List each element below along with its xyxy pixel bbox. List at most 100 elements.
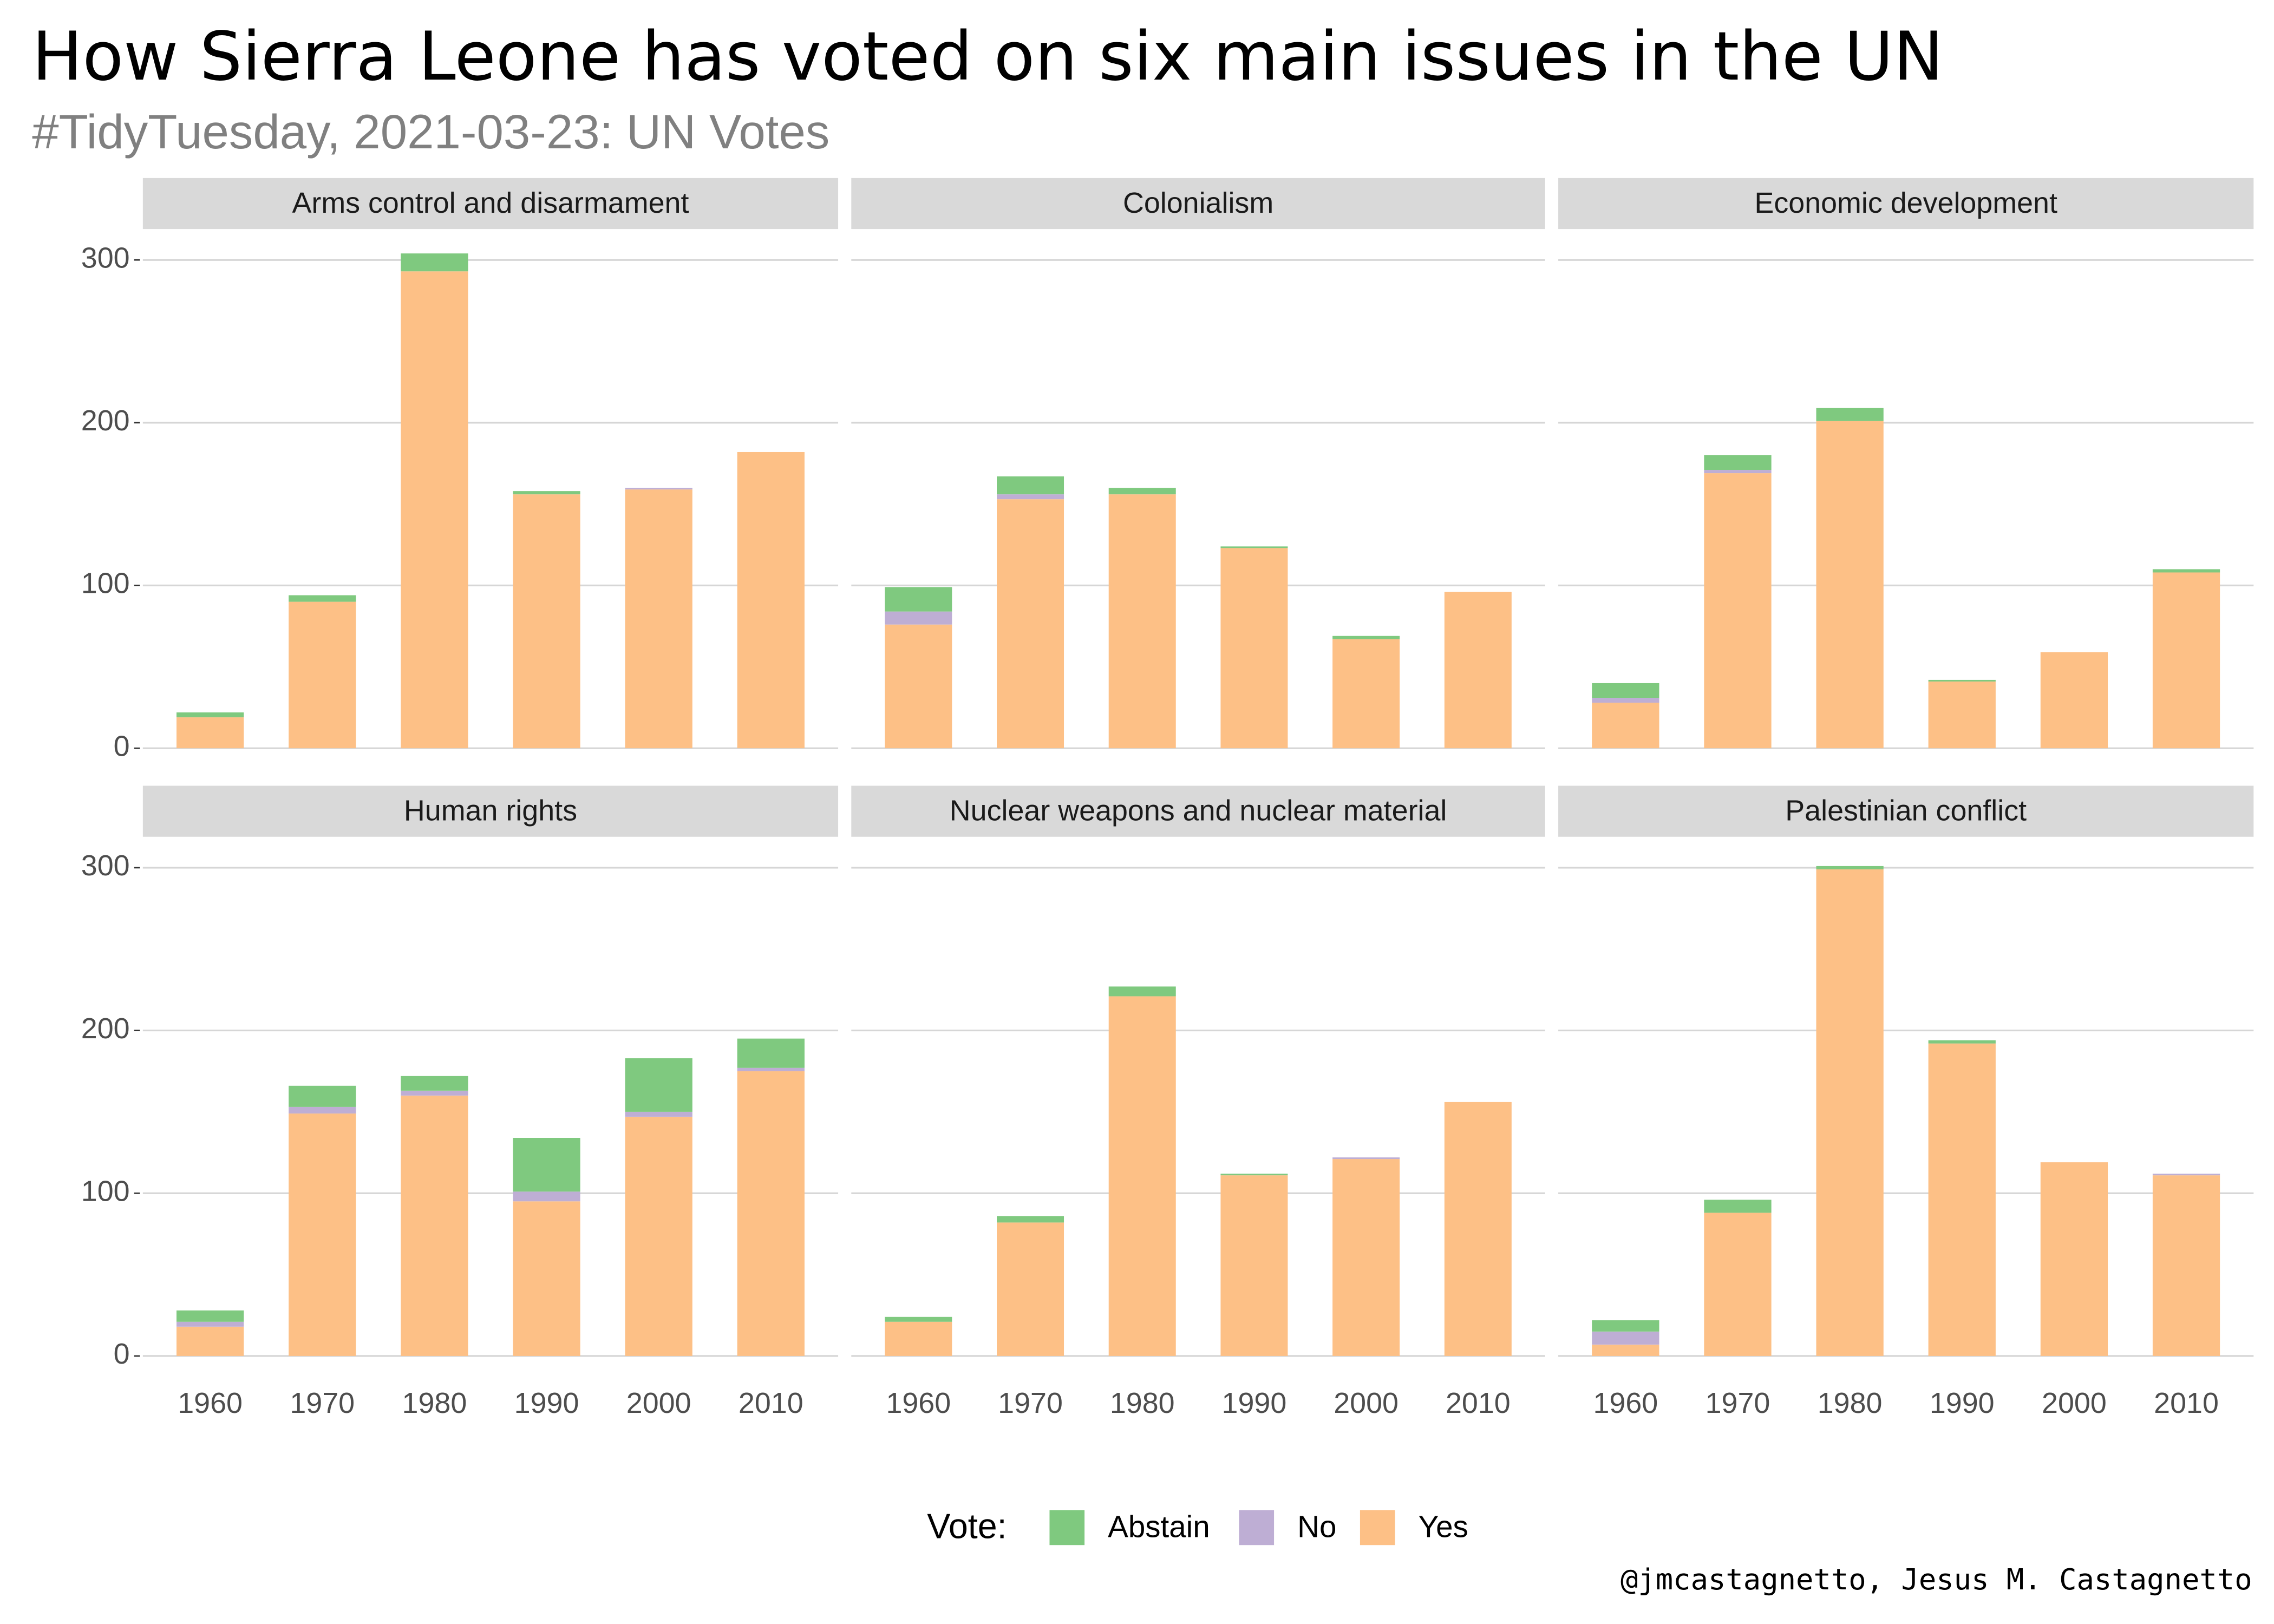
bar-segment [1592,1331,1659,1345]
x-tick-label: 1990 [1930,1387,1995,1419]
bar-segment [289,1113,356,1356]
y-tick-label: 0 [114,730,130,762]
bar-segment [513,491,580,495]
bar-segment [997,499,1064,749]
bar-segment [2152,569,2220,573]
bar-segment [1332,1157,1400,1160]
bar-segment [1592,683,1659,698]
y-tick-label: 100 [81,567,130,600]
bar-segment [2152,572,2220,749]
x-tick-label: 1970 [290,1387,355,1419]
bar-segment [289,595,356,602]
bar-segment [1928,681,1996,749]
y-tick-label: 200 [81,404,130,437]
bar-segment [1108,494,1176,749]
bar-segment [885,624,952,749]
facet-title: Human rights [404,795,577,827]
x-tick-label: 1960 [1593,1387,1658,1419]
bar-segment [289,1085,356,1107]
bar-segment [1592,703,1659,749]
bar-segment [1332,639,1400,749]
bar-segment [2040,652,2108,749]
x-tick-label: 1990 [514,1387,579,1419]
bar-segment [885,1321,952,1356]
x-tick-label: 2000 [2042,1387,2107,1419]
bar-segment [625,489,692,749]
bar-segment [997,1222,1064,1356]
x-tick-label: 1970 [998,1387,1063,1419]
y-tick-label: 100 [81,1175,130,1207]
bar-segment [1444,592,1512,749]
bar-segment [1220,546,1288,548]
bar-segment [997,494,1064,500]
facet-strip [851,178,1545,230]
bar-segment [885,611,952,625]
facet-title: Nuclear weapons and nuclear material [950,795,1447,827]
x-tick-label: 1980 [1110,1387,1175,1419]
bar-segment [1928,679,1996,682]
bar-segment [513,494,580,749]
bar-segment [1704,470,1772,474]
legend-label: Yes [1419,1510,1468,1544]
bar-segment [625,488,692,490]
bar-segment [737,1071,805,1356]
y-tick-label: 300 [81,849,130,882]
x-tick-label: 1980 [1818,1387,1883,1419]
x-tick-label: 1960 [886,1387,951,1419]
bar-segment [1108,986,1176,997]
bar-segment [401,271,468,749]
bar-segment [625,1058,692,1112]
bar-segment [513,1138,580,1192]
bar-segment [176,717,244,749]
x-tick-label: 1990 [1222,1387,1287,1419]
bar-segment [997,476,1064,495]
bar-segment [1220,548,1288,749]
bar-segment [1332,1159,1400,1356]
chart-title: How Sierra Leone has voted on six main i… [32,18,1943,96]
bar-segment [737,451,805,749]
bar-segment [401,1076,468,1091]
x-tick-label: 2000 [1334,1387,1399,1419]
facet-strip [142,785,839,837]
bar-segment [176,1321,244,1327]
x-tick-label: 2000 [626,1387,691,1419]
facet-strip [851,785,1545,837]
facet-title: Arms control and disarmament [292,187,689,219]
facet-strip [1558,785,2254,837]
bar-segment [401,1090,468,1096]
facet-title: Colonialism [1123,187,1273,219]
legend-key [1360,1510,1395,1546]
bar-segment [1332,636,1400,639]
bar-segment [1816,421,1884,749]
bar-segment [401,253,468,272]
y-tick-label: 200 [81,1012,130,1045]
bar-segment [1108,488,1176,495]
y-tick-label: 0 [114,1338,130,1370]
legend-key [1239,1510,1275,1546]
bar-segment [1704,455,1772,470]
bar-segment [1928,1043,1996,1356]
facet-title: Palestinian conflict [1785,795,2027,827]
bar-segment [1108,996,1176,1356]
bar-segment [1704,1213,1772,1356]
bar-segment [1592,1344,1659,1356]
legend-key [1049,1510,1085,1546]
bar-segment [1592,698,1659,703]
x-tick-label: 2010 [2154,1387,2219,1419]
x-tick-label: 2010 [1446,1387,1511,1419]
bar-segment [289,601,356,749]
bar-segment [885,587,952,612]
legend-title: Vote: [927,1507,1007,1546]
bar-segment [1220,1174,1288,1176]
facet-strip [142,178,839,230]
bar-segment [625,1116,692,1356]
caption: @jmcastagnetto, Jesus M. Castagnetto [1620,1562,2252,1596]
chart-subtitle: #TidyTuesday, 2021-03-23: UN Votes [32,105,829,159]
bar-segment [737,1068,805,1071]
bar-segment [2152,1174,2220,1176]
bar-segment [885,1317,952,1322]
bar-segment [1444,1102,1512,1356]
bar-segment [401,1095,468,1356]
